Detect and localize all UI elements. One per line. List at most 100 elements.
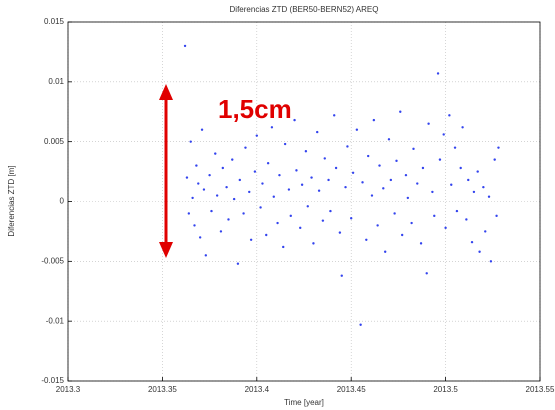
- point: [495, 214, 498, 218]
- point: [300, 183, 304, 186]
- x-tick-label: 2013.5: [433, 385, 458, 394]
- x-tick-label: 2013.3: [56, 385, 81, 394]
- point: [225, 185, 228, 189]
- point: [489, 260, 493, 263]
- point: [282, 245, 285, 249]
- point: [370, 194, 374, 197]
- point: [425, 272, 428, 275]
- point: [400, 233, 404, 237]
- point: [242, 212, 245, 215]
- point: [221, 166, 225, 170]
- y-tick-label: 0: [60, 197, 65, 206]
- point: [270, 126, 274, 129]
- y-tick-label: -0.01: [46, 316, 65, 325]
- point: [232, 197, 236, 201]
- point: [255, 134, 258, 137]
- point: [231, 158, 234, 161]
- point: [419, 242, 423, 245]
- point: [410, 221, 413, 225]
- point: [198, 236, 202, 239]
- point: [215, 194, 219, 197]
- point: [310, 176, 313, 179]
- point: [210, 209, 213, 213]
- point: [450, 183, 453, 186]
- plot-area: -0.015 -0.01 -0.005 0 0.005 0.01 0.015 2013.3 20…: [41, 17, 555, 394]
- y-tick-label: 0.01: [48, 77, 64, 86]
- x-tick-label: 2013.55: [526, 385, 555, 394]
- point: [497, 146, 500, 149]
- point: [191, 196, 194, 200]
- y-tick-label: 0.005: [44, 137, 65, 146]
- point: [316, 130, 319, 134]
- point: [351, 171, 355, 174]
- point: [248, 190, 251, 194]
- point: [197, 182, 200, 185]
- point: [219, 230, 223, 233]
- point: [293, 118, 296, 122]
- point: [306, 205, 309, 208]
- point: [259, 206, 262, 209]
- point: [389, 178, 393, 182]
- point: [444, 226, 447, 230]
- point: [272, 195, 275, 198]
- point: [214, 152, 217, 155]
- point: [346, 145, 349, 148]
- point: [321, 219, 325, 222]
- point: [359, 323, 362, 326]
- point: [448, 114, 451, 117]
- point: [461, 126, 464, 129]
- point: [472, 190, 476, 194]
- point: [493, 158, 496, 161]
- point: [361, 181, 364, 184]
- point: [467, 178, 470, 182]
- point: [482, 185, 485, 189]
- point: [438, 158, 442, 161]
- point: [416, 182, 419, 185]
- point: [476, 170, 479, 173]
- point: [295, 169, 298, 172]
- point: [470, 240, 474, 244]
- point: [383, 250, 387, 253]
- point: [244, 146, 247, 149]
- point: [459, 166, 462, 170]
- point: [436, 72, 440, 75]
- point: [366, 154, 370, 158]
- point: [431, 190, 434, 194]
- point: [204, 254, 208, 257]
- point: [350, 217, 353, 220]
- point: [433, 214, 436, 218]
- point: [393, 212, 396, 215]
- point: [195, 164, 198, 167]
- point: [455, 209, 459, 213]
- point: [265, 233, 268, 237]
- point: [287, 188, 291, 191]
- point: [266, 162, 270, 165]
- point: [378, 164, 381, 167]
- point: [404, 173, 408, 177]
- point: [421, 166, 425, 170]
- point: [382, 187, 385, 190]
- x-tick-label: 2013.35: [148, 385, 177, 394]
- point: [183, 44, 187, 48]
- point: [329, 209, 332, 213]
- point: [278, 173, 281, 177]
- point: [334, 166, 338, 170]
- point: [249, 238, 253, 241]
- point: [253, 170, 257, 173]
- annotation: 1,5cm: [218, 94, 292, 124]
- point: [340, 274, 343, 277]
- point: [323, 157, 326, 160]
- point: [376, 224, 379, 227]
- y-tick-label: -0.005: [41, 256, 64, 265]
- y-axis-label: Diferencias ZTD [m]: [7, 165, 16, 236]
- point: [355, 128, 359, 131]
- point: [365, 238, 368, 241]
- point: [200, 128, 204, 131]
- plot-frame: [67, 21, 541, 382]
- point: [395, 159, 398, 163]
- point: [317, 189, 321, 192]
- point: [261, 182, 264, 185]
- y-tick-label: -0.015: [41, 376, 64, 385]
- point: [312, 242, 315, 245]
